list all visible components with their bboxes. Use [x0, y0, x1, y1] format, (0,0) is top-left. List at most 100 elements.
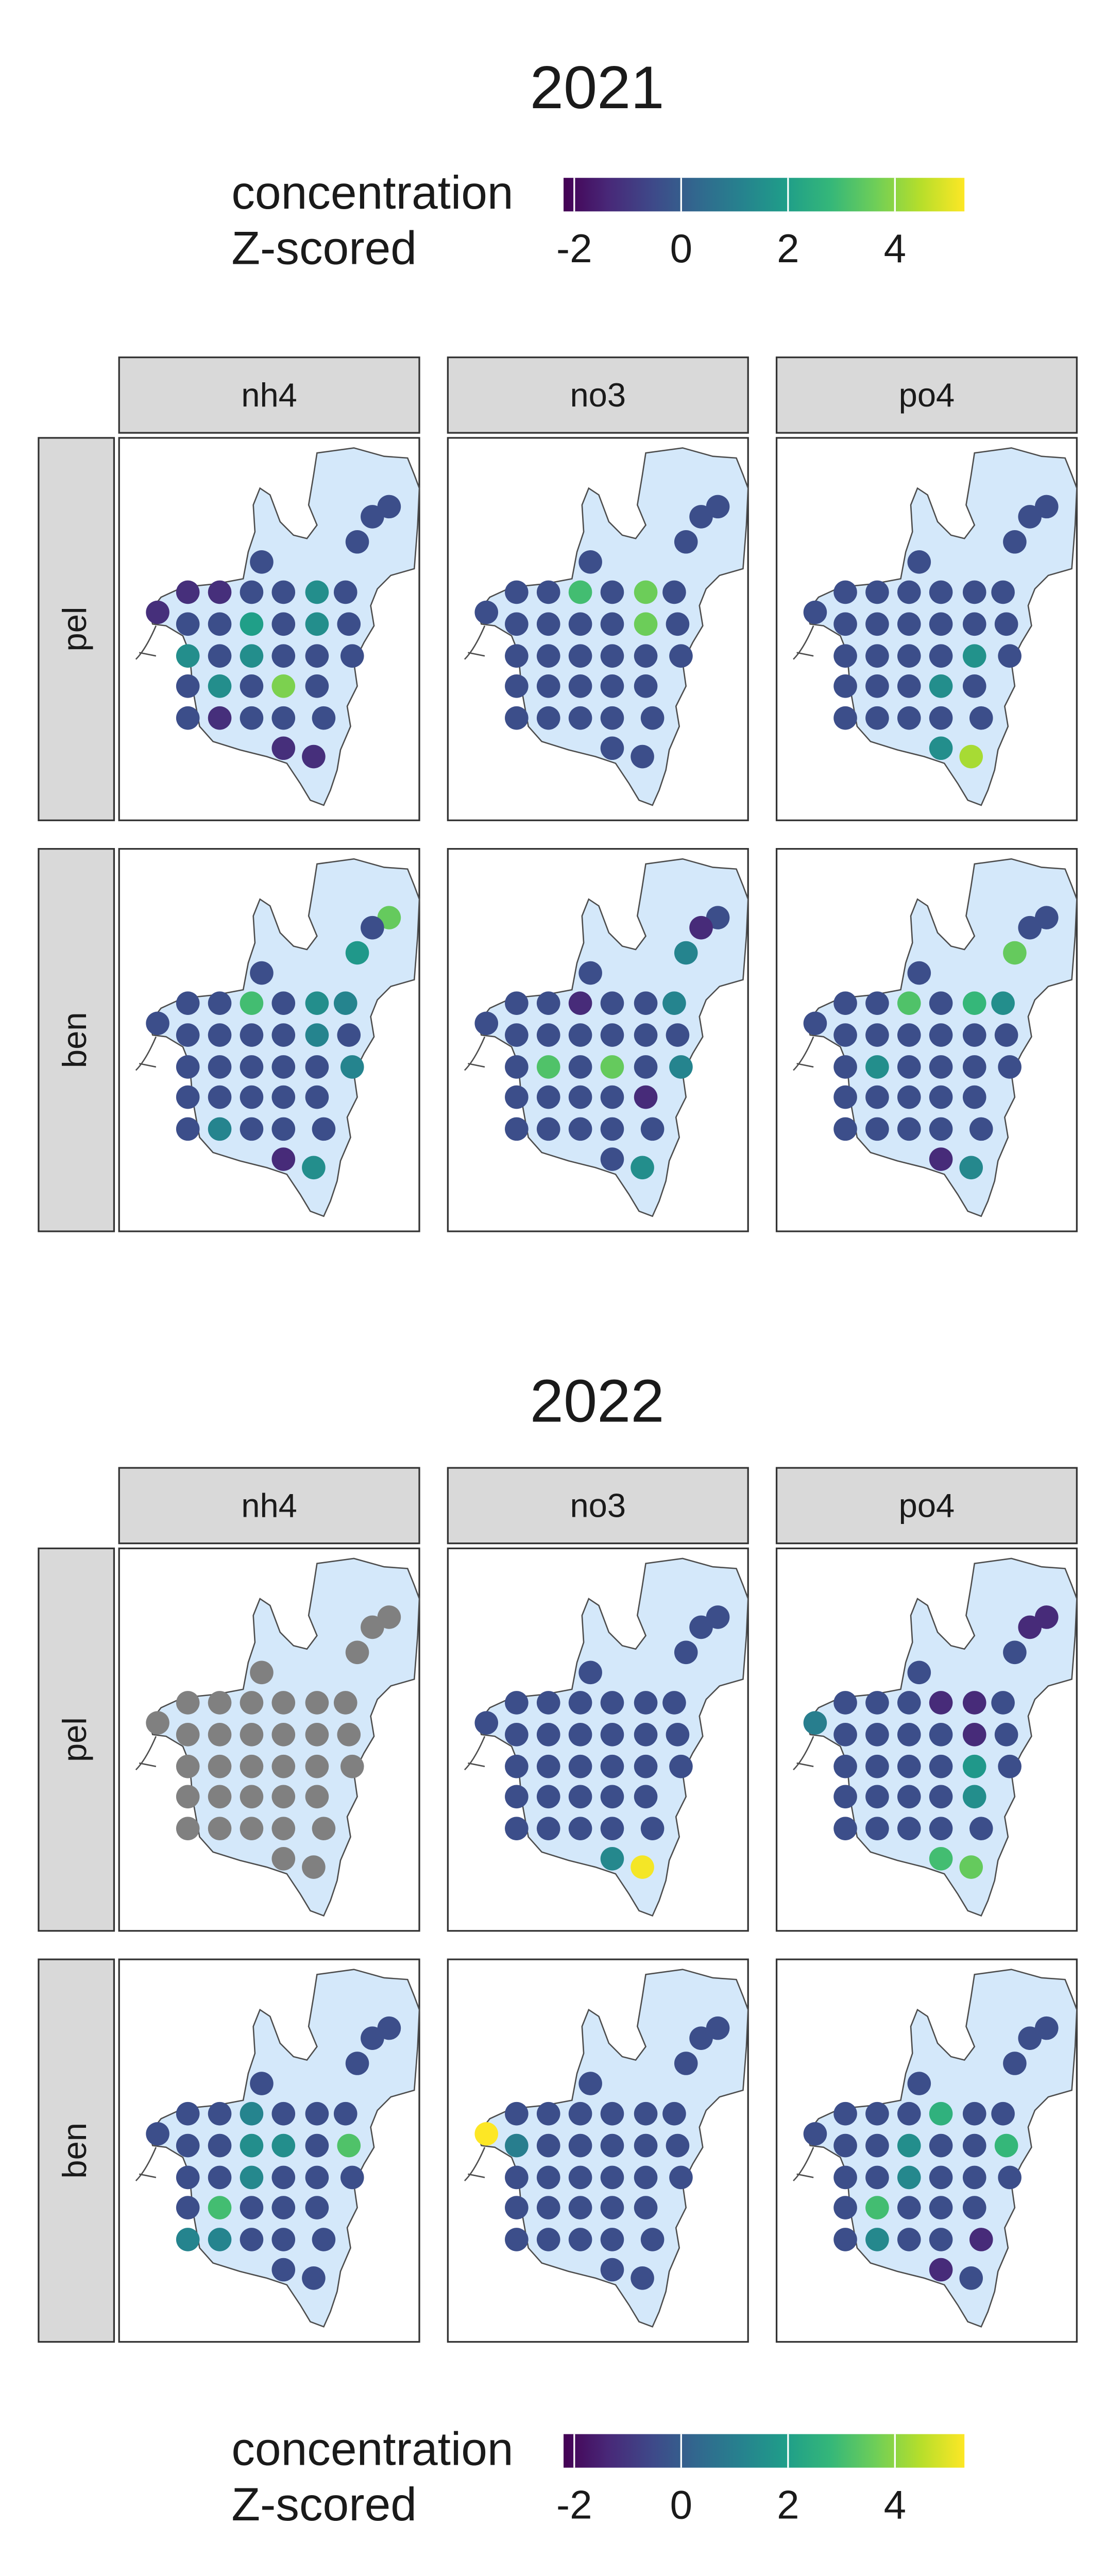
station-dot	[865, 1023, 889, 1047]
station-dot	[505, 991, 529, 1015]
station-dot	[897, 2196, 921, 2219]
column-strip-label: no3	[570, 376, 626, 414]
row-strip-label: ben	[56, 2123, 93, 2179]
station-dot	[240, 2196, 264, 2219]
station-dot	[991, 1691, 1015, 1715]
station-dot	[634, 2102, 658, 2126]
map-hook	[793, 1036, 814, 1071]
station-dot	[994, 2133, 1018, 2158]
station-dot	[833, 580, 857, 604]
station-dot	[146, 1711, 169, 1735]
station-dot	[474, 2122, 499, 2146]
station-dot	[208, 1023, 232, 1047]
station-dot	[833, 1817, 857, 1840]
station-dot	[962, 580, 986, 604]
station-dot	[505, 1817, 529, 1840]
station-dot	[962, 2102, 986, 2126]
station-dot	[305, 1723, 329, 1747]
map-hook	[135, 1036, 157, 1071]
station-dot	[833, 674, 857, 698]
station-dot	[240, 1691, 264, 1715]
station-dot	[929, 580, 953, 604]
station-dot	[897, 1723, 921, 1747]
station-dot	[833, 612, 857, 636]
station-dot	[505, 580, 529, 604]
station-dot	[305, 2165, 329, 2190]
station-dot	[600, 1691, 624, 1715]
station-dot	[833, 2196, 857, 2219]
station-dot	[176, 1785, 200, 1809]
station-dot	[474, 1011, 499, 1036]
station-dot	[969, 706, 993, 730]
column-strip	[118, 356, 420, 434]
station-dot	[176, 706, 200, 730]
station-dot	[689, 505, 713, 529]
map-hook	[793, 2147, 814, 2181]
chart-title: 2021	[530, 54, 665, 121]
station-dot	[1018, 1615, 1042, 1639]
station-dot	[833, 1723, 857, 1747]
station-dot	[865, 2133, 889, 2158]
station-dot	[600, 706, 624, 730]
station-dot	[505, 1055, 529, 1079]
station-dot	[361, 2026, 384, 2050]
station-dot	[474, 600, 499, 624]
station-dot	[634, 674, 658, 698]
station-dot	[176, 580, 200, 604]
station-dot	[865, 644, 889, 668]
station-dot	[634, 1055, 658, 1079]
station-dot	[271, 1023, 296, 1047]
station-dot	[803, 2122, 827, 2146]
station-dot	[240, 1785, 264, 1809]
station-dot	[176, 1817, 200, 1840]
station-dot	[833, 1754, 857, 1778]
station-dot	[600, 1147, 624, 1171]
station-dot	[340, 1754, 364, 1778]
colorbar-tick-label: 4	[884, 2482, 906, 2528]
station-dot	[833, 644, 857, 668]
station-dot	[568, 2228, 592, 2251]
station-dot	[505, 1754, 529, 1778]
map-hook	[464, 1736, 486, 1771]
station-dot	[208, 1691, 232, 1715]
station-dot	[669, 1754, 693, 1778]
station-dot	[271, 1754, 296, 1778]
station-dot	[666, 1723, 690, 1747]
station-dot	[505, 1023, 529, 1047]
station-dot	[305, 1085, 329, 1109]
station-dot	[865, 2196, 889, 2219]
station-dot	[505, 2133, 529, 2158]
station-dot	[897, 1023, 921, 1047]
station-dot	[271, 2228, 296, 2251]
station-dot	[146, 1011, 169, 1036]
station-dot	[568, 706, 592, 730]
station-dot	[994, 1723, 1018, 1747]
station-dot	[897, 706, 921, 730]
station-dot	[865, 706, 889, 730]
station-dot	[208, 1723, 232, 1747]
station-dot	[505, 2228, 529, 2251]
station-dot	[536, 1085, 560, 1109]
station-dot	[865, 1785, 889, 1809]
station-dot	[536, 2228, 560, 2251]
station-dot	[969, 2228, 993, 2251]
colorbar-tick-label: 0	[670, 2482, 692, 2528]
station-dot	[361, 1615, 384, 1639]
station-dot	[666, 1023, 690, 1047]
station-dot	[600, 1785, 624, 1809]
map-hook	[793, 1736, 814, 1771]
station-dot	[568, 1785, 592, 1809]
column-strip-label: po4	[899, 1486, 955, 1524]
station-dot	[833, 2228, 857, 2251]
row-strip	[38, 848, 115, 1232]
station-dot	[505, 674, 529, 698]
station-dot	[208, 1055, 232, 1079]
station-dot	[634, 1023, 658, 1047]
station-dot	[865, 674, 889, 698]
column-strip	[118, 1467, 420, 1545]
colorbar	[564, 2434, 965, 2468]
station-dot	[897, 612, 921, 636]
station-dot	[305, 580, 329, 604]
station-dot	[865, 1691, 889, 1715]
station-dot	[991, 991, 1015, 1015]
